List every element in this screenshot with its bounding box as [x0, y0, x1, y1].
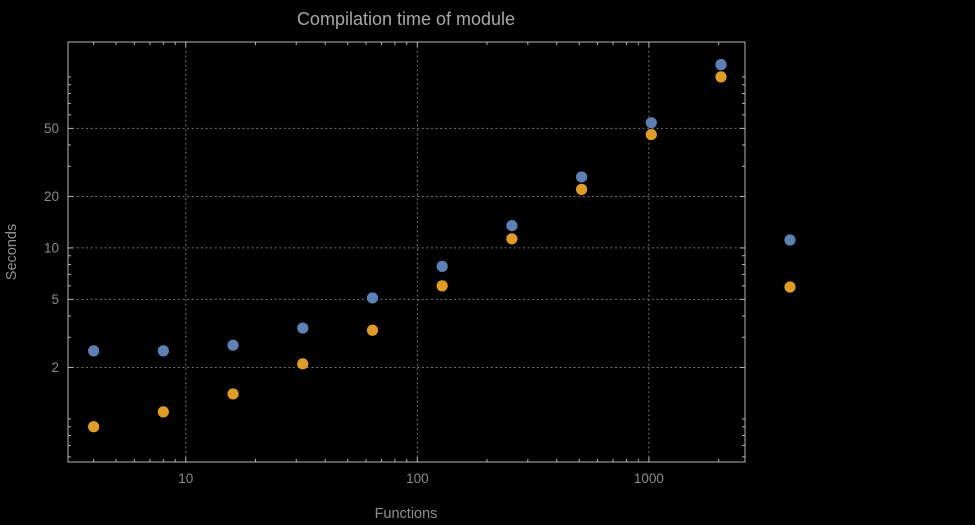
point-series-orange — [436, 280, 448, 292]
point-series-orange — [575, 183, 588, 195]
chart-title: Compilation time of module — [297, 9, 515, 29]
point-series-blue — [366, 292, 379, 304]
point-series-blue — [297, 322, 309, 334]
point-series-orange — [88, 421, 100, 433]
plot-frame — [67, 41, 746, 463]
tick-marks — [68, 42, 745, 462]
legend-marker-series-orange — [784, 281, 796, 293]
y-tick-label: 20 — [44, 189, 59, 204]
point-series-blue — [506, 220, 518, 232]
y-tick-label: 2 — [51, 360, 59, 375]
point-series-blue — [645, 117, 657, 129]
x-tick-label: 1000 — [634, 471, 664, 486]
point-series-orange — [157, 406, 169, 418]
point-series-blue — [227, 339, 239, 351]
point-series-orange — [227, 388, 239, 400]
point-series-blue — [157, 345, 169, 357]
y-tick-label: 5 — [51, 292, 59, 307]
y-axis-label: Seconds — [4, 224, 20, 280]
legend-marker-series-blue — [784, 234, 796, 246]
point-series-orange — [366, 324, 379, 336]
data-points — [88, 59, 727, 433]
legend — [784, 234, 796, 293]
point-series-orange — [715, 71, 727, 83]
x-axis-label: Functions — [375, 506, 438, 522]
point-series-blue — [575, 171, 588, 183]
y-tick-label: 50 — [44, 121, 59, 136]
gridlines — [67, 41, 746, 463]
tick-labels: 10 100 1000 2 5 10 20 50 — [44, 121, 664, 486]
x-tick-label: 10 — [178, 471, 193, 486]
y-tick-label: 10 — [44, 240, 59, 255]
point-series-blue — [88, 345, 100, 357]
point-series-blue — [436, 260, 448, 272]
x-tick-label: 100 — [406, 471, 429, 486]
point-series-orange — [645, 128, 657, 141]
frame-rect — [67, 41, 746, 463]
point-series-orange — [297, 358, 309, 370]
point-series-blue — [715, 59, 727, 71]
point-series-orange — [506, 233, 518, 245]
